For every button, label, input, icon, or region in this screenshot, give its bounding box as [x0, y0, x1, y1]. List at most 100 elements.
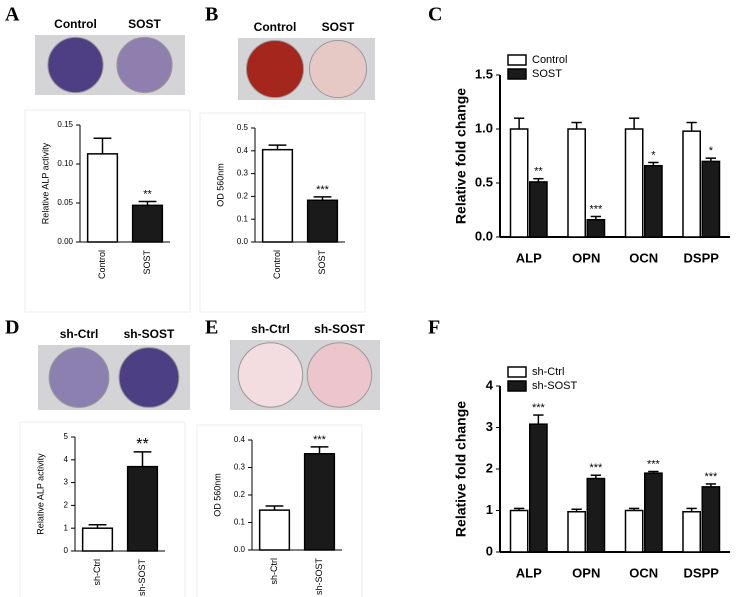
bar: [509, 509, 529, 553]
bar: [682, 130, 701, 238]
legend-label: sh-SOST: [532, 380, 578, 392]
bar: [624, 128, 644, 238]
y-tick-label: 0.2: [234, 490, 246, 499]
significance: ***: [313, 434, 327, 446]
significance: *: [651, 149, 656, 161]
significance: **: [136, 436, 148, 453]
significance: **: [143, 188, 152, 200]
y-axis-title: OD 560nm: [212, 473, 222, 517]
bar: [701, 486, 721, 553]
panel-letter: E: [205, 317, 218, 339]
y-tick-label: 2: [64, 501, 69, 510]
y-tick-label: 1.0: [475, 120, 493, 135]
y-tick-label: 4: [64, 455, 69, 464]
bar: [126, 465, 159, 552]
well: [47, 36, 104, 94]
y-axis-title: Relative ALP activity: [40, 142, 50, 224]
panel-letter: F: [428, 317, 440, 339]
bar: [701, 160, 721, 238]
significance: ***: [589, 203, 603, 215]
x-tick-label: OPN: [572, 565, 600, 580]
panel-letter: C: [428, 4, 442, 26]
bar: [586, 218, 606, 238]
bar: [624, 509, 644, 553]
y-tick-label: 1: [64, 523, 69, 532]
bar: [529, 423, 548, 553]
y-tick-label: 0.00: [57, 237, 73, 246]
y-tick-label: 0.4: [237, 146, 249, 155]
x-tick-label: OPN: [572, 250, 600, 265]
significance: ***: [316, 184, 330, 196]
x-tick-label: sh-SOST: [137, 559, 147, 597]
x-tick-label: SOST: [317, 250, 327, 275]
chart-panel: [196, 424, 363, 597]
panel-letter: D: [5, 317, 19, 339]
y-axis-title: Relative fold change: [453, 88, 469, 224]
x-tick-label: sh-SOST: [314, 558, 324, 596]
legend-label: Control: [532, 54, 567, 66]
significance: **: [534, 166, 543, 178]
bar: [303, 453, 336, 551]
image-label: sh-SOST: [314, 322, 365, 336]
well: [237, 342, 304, 408]
y-tick-label: 3: [64, 478, 69, 487]
y-tick-label: 0.15: [57, 120, 73, 129]
bar: [81, 527, 114, 552]
legend-swatch: [507, 68, 527, 80]
panel-letter: B: [205, 4, 218, 26]
legend-label: SOST: [532, 68, 562, 80]
bar: [131, 204, 164, 243]
x-tick-label: DSPP: [684, 250, 720, 265]
y-tick-label: 4: [486, 377, 494, 392]
y-tick-label: 0: [486, 543, 493, 558]
legend-swatch: [507, 380, 527, 392]
significance: *: [709, 145, 714, 157]
bar: [258, 509, 291, 551]
well: [48, 347, 110, 408]
bar: [586, 477, 606, 553]
chart-panel: [199, 112, 366, 313]
significance: ***: [647, 458, 661, 470]
chart-panel: [24, 109, 191, 313]
y-tick-label: 0.3: [234, 463, 246, 472]
x-tick-label: DSPP: [684, 565, 720, 580]
panel-letter: A: [5, 4, 20, 26]
x-tick-label: ALP: [516, 250, 542, 265]
x-tick-label: sh-Ctrl: [92, 559, 102, 586]
y-tick-label: 0.3: [237, 169, 249, 178]
bar: [261, 148, 294, 243]
well: [116, 36, 173, 94]
bar: [529, 181, 548, 238]
y-tick-label: 0.0: [475, 228, 493, 243]
legend-swatch: [507, 366, 527, 378]
legend-swatch: [507, 54, 527, 66]
bar: [567, 128, 586, 238]
y-tick-label: 5: [64, 432, 69, 441]
bar: [644, 472, 663, 553]
legend-label: sh-Ctrl: [532, 366, 564, 378]
bar: [567, 510, 586, 553]
y-axis-title: Relative fold change: [453, 401, 469, 537]
y-tick-label: 2: [486, 460, 493, 475]
y-tick-label: 0.1: [237, 214, 249, 223]
well: [308, 39, 368, 99]
bar: [86, 153, 119, 243]
well: [245, 39, 305, 99]
image-label: sh-Ctrl: [60, 327, 99, 341]
y-tick-label: 0.5: [237, 123, 249, 132]
chart-panel: [19, 421, 186, 597]
image-label: SOST: [322, 20, 355, 34]
significance: ***: [532, 402, 546, 414]
x-tick-label: OCN: [629, 565, 658, 580]
bar: [644, 164, 663, 238]
x-tick-label: SOST: [142, 250, 152, 275]
y-tick-label: 3: [486, 419, 493, 434]
image-label: sh-SOST: [124, 327, 175, 341]
well: [306, 342, 373, 408]
bar: [509, 128, 529, 238]
y-tick-label: 0.5: [475, 174, 493, 189]
y-tick-label: 1.5: [475, 66, 493, 81]
y-tick-label: 0.2: [237, 192, 249, 201]
image-label: sh-Ctrl: [251, 322, 290, 336]
x-tick-label: OCN: [629, 250, 658, 265]
